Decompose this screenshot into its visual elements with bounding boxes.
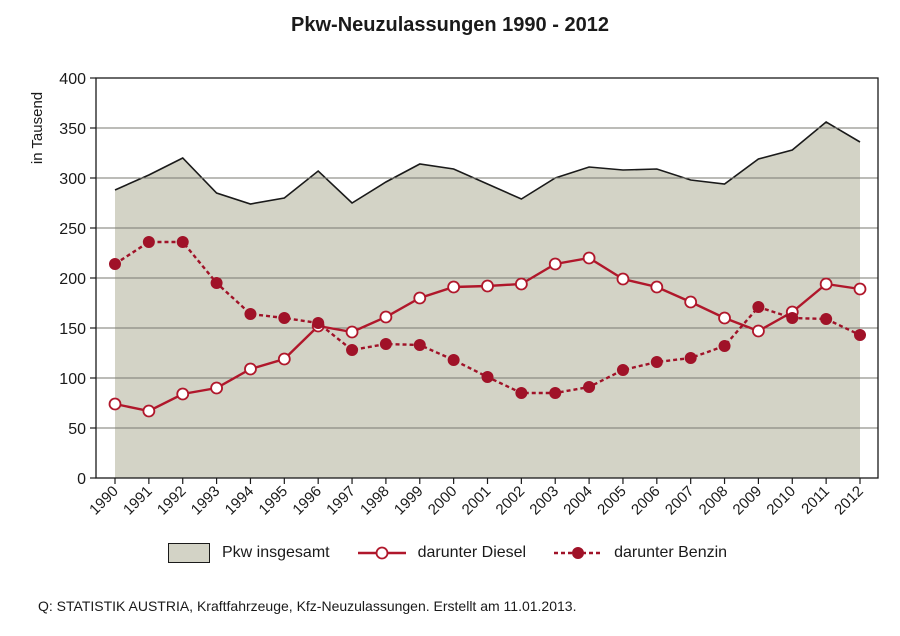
point-benzin bbox=[583, 381, 596, 393]
legend-item-diesel: darunter Diesel bbox=[356, 543, 527, 563]
point-benzin bbox=[413, 339, 426, 351]
point-diesel bbox=[345, 325, 359, 339]
x-tick-label: 2009 bbox=[730, 483, 766, 519]
point-benzin bbox=[854, 329, 866, 341]
legend: Pkw insgesamt darunter Diesel darunter B… bbox=[168, 541, 753, 565]
point-benzin bbox=[176, 236, 189, 248]
x-tick-label: 1999 bbox=[391, 483, 427, 519]
point-diesel bbox=[650, 280, 664, 294]
x-tick-label: 2011 bbox=[798, 483, 833, 518]
y-tick-label: 0 bbox=[77, 471, 86, 488]
x-tick-label: 2004 bbox=[560, 483, 596, 519]
point-diesel bbox=[819, 277, 833, 291]
point-diesel bbox=[752, 324, 765, 338]
x-tick-label: 2002 bbox=[493, 483, 529, 519]
legend-item-total: Pkw insgesamt bbox=[168, 543, 330, 563]
point-diesel bbox=[481, 279, 494, 293]
point-benzin bbox=[244, 308, 257, 320]
point-benzin bbox=[549, 387, 562, 399]
x-tick-label: 2000 bbox=[425, 483, 461, 519]
x-tick-label: 1990 bbox=[86, 483, 122, 519]
x-tick-label: 1998 bbox=[357, 483, 393, 519]
point-benzin bbox=[278, 312, 291, 324]
point-benzin bbox=[786, 312, 799, 324]
y-tick-label: 400 bbox=[59, 71, 86, 88]
x-tick-label: 1995 bbox=[256, 483, 292, 519]
legend-label-total: Pkw insgesamt bbox=[222, 544, 330, 561]
x-tick-label: 1992 bbox=[154, 483, 190, 519]
point-diesel bbox=[108, 397, 122, 411]
area-pkw-insgesamt-outline bbox=[114, 121, 861, 205]
point-diesel bbox=[684, 295, 698, 309]
point-diesel bbox=[582, 251, 596, 265]
legend-label-diesel: darunter Diesel bbox=[417, 544, 527, 561]
x-tick-label: 1993 bbox=[188, 483, 224, 519]
point-benzin bbox=[820, 313, 833, 325]
point-benzin bbox=[684, 352, 697, 364]
point-diesel bbox=[277, 352, 291, 366]
point-diesel bbox=[548, 257, 562, 271]
y-tick-label: 200 bbox=[59, 271, 86, 288]
point-benzin bbox=[616, 364, 629, 376]
x-tick-label: 2003 bbox=[526, 483, 562, 519]
point-benzin bbox=[447, 354, 460, 366]
point-diesel bbox=[210, 381, 223, 395]
x-tick-label: 1996 bbox=[289, 483, 325, 519]
x-tick-label: 2008 bbox=[696, 483, 732, 519]
point-benzin bbox=[718, 340, 731, 352]
point-diesel bbox=[413, 291, 427, 305]
point-benzin bbox=[109, 258, 121, 270]
legend-line-diesel-icon bbox=[357, 546, 406, 560]
point-benzin bbox=[650, 356, 663, 368]
legend-label-benzin: darunter Benzin bbox=[614, 544, 728, 561]
point-diesel bbox=[447, 280, 461, 294]
point-diesel bbox=[616, 272, 630, 286]
x-tick-label: 2006 bbox=[628, 483, 664, 519]
y-tick-label: 350 bbox=[59, 121, 86, 138]
x-tick-label: 2010 bbox=[763, 483, 799, 519]
y-tick-label: 150 bbox=[59, 321, 86, 338]
point-diesel bbox=[379, 310, 393, 324]
x-tick-label: 2007 bbox=[662, 483, 698, 519]
y-tick-label: 300 bbox=[59, 171, 86, 188]
x-tick-label: 1994 bbox=[222, 483, 258, 519]
source-note: Q: STATISTIK AUSTRIA, Kraftfahrzeuge, Kf… bbox=[38, 598, 577, 614]
point-benzin bbox=[210, 277, 223, 289]
point-benzin bbox=[752, 301, 765, 313]
x-tick-label: 2012 bbox=[831, 483, 867, 519]
legend-item-benzin: darunter Benzin bbox=[552, 543, 727, 563]
y-tick-label: 100 bbox=[59, 371, 86, 388]
point-diesel bbox=[718, 311, 731, 325]
chart-title: Pkw-Neuzulassungen 1990 - 2012 bbox=[291, 14, 609, 36]
y-tick-label: 250 bbox=[59, 221, 86, 238]
point-diesel bbox=[853, 282, 867, 296]
x-tick-label: 2005 bbox=[594, 483, 630, 519]
area-pkw-insgesamt bbox=[115, 122, 860, 478]
point-benzin bbox=[142, 236, 155, 248]
point-diesel bbox=[176, 387, 190, 401]
legend-line-benzin-icon bbox=[554, 547, 603, 559]
y-tick-label: 50 bbox=[68, 421, 86, 438]
point-diesel bbox=[244, 362, 257, 376]
y-axis-label: in Tausend bbox=[29, 92, 46, 164]
point-diesel bbox=[142, 404, 156, 418]
point-benzin bbox=[481, 371, 494, 383]
point-benzin bbox=[379, 338, 392, 350]
point-diesel bbox=[514, 277, 528, 291]
point-benzin bbox=[515, 387, 528, 399]
legend-swatch-total bbox=[168, 543, 210, 563]
x-tick-label: 1991 bbox=[120, 483, 156, 519]
point-benzin bbox=[312, 317, 325, 329]
x-tick-label: 2001 bbox=[459, 483, 495, 519]
x-tick-label: 1997 bbox=[323, 483, 359, 519]
point-benzin bbox=[346, 344, 359, 356]
